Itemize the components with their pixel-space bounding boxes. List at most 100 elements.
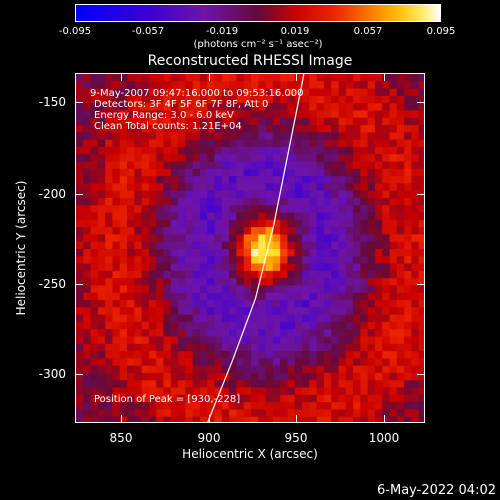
solar-limb-curve [207,74,305,422]
heatmap-cell [251,154,259,162]
heatmap-cell [178,409,186,418]
heatmap-cell [323,88,332,97]
heatmap-cell [229,227,237,235]
heatmap-cell [148,336,157,345]
heatmap-cell [141,263,150,272]
heatmap-cell [360,256,368,264]
heatmap-cell [404,154,412,162]
heatmap-cell [258,336,266,345]
heatmap-cell [360,372,368,381]
heatmap-cell [141,117,150,126]
heatmap-cell [236,321,245,330]
heatmap-cell [214,372,223,381]
heatmap-cell [148,351,157,359]
heatmap-cell [214,321,223,330]
heatmap-cell [148,402,157,410]
heatmap-cell [221,409,230,418]
heatmap-cell [345,358,354,366]
heatmap-cell [360,117,368,126]
heatmap-cell [156,241,164,250]
heatmap-cell [265,380,274,388]
heatmap-cell [156,81,164,89]
heatmap-cell [374,365,383,374]
heatmap-cell [192,219,201,228]
heatmap-cell [382,263,390,272]
heatmap-cell [221,321,230,330]
heatmap-cell [83,387,91,396]
heatmap-cell [199,358,208,366]
heatmap-cell [178,234,186,243]
heatmap-cell [127,227,135,235]
heatmap-cell [265,74,274,82]
heatmap-cell [374,321,383,330]
heatmap-cell [214,365,223,374]
heatmap-cell [323,351,332,359]
heatmap-cell [185,125,193,133]
heatmap-cell [272,168,281,177]
heatmap-cell [258,183,266,191]
heatmap-cell [163,154,172,162]
heatmap-cell [389,321,398,330]
heatmap-cell [83,132,91,140]
heatmap-cell [119,343,128,352]
heatmap-cell [367,358,376,366]
heatmap-cell [148,154,157,162]
heatmap-cell [345,81,354,89]
heatmap-cell [331,300,339,308]
heatmap-cell [345,161,354,170]
heatmap-cell [258,292,266,301]
axis-tick-mark [417,102,425,103]
heatmap-cell [192,343,201,352]
heatmap-cell [141,409,150,418]
heatmap-cell [367,402,376,410]
heatmap-cell [418,409,424,418]
heatmap-cell [345,139,354,148]
heatmap-cell [163,212,172,221]
heatmap-cell [192,336,201,345]
heatmap-cell [185,117,193,126]
heatmap-cell [148,132,157,140]
heatmap-cell [170,125,179,133]
heatmap-cell [338,190,347,199]
heatmap-cell [265,234,274,243]
heatmap-cell [389,365,398,374]
heatmap-cell [272,380,281,388]
heatmap-cell [105,351,113,359]
heatmap-cell [134,117,142,126]
heatmap-cell [192,365,201,374]
heatmap-cell [396,358,405,366]
heatmap-cell [134,95,142,104]
heatmap-cell [367,241,376,250]
heatmap-cell [119,285,128,294]
heatmap-cell [396,168,405,177]
heatmap-cell [272,241,281,250]
heatmap-cell [389,307,398,315]
heatmap-cell [265,241,274,250]
heatmap-cell [156,205,164,213]
heatmap-cell [192,132,201,140]
heatmap-cell [287,146,296,155]
heatmap-cell [338,329,347,337]
heatmap-cell [265,190,274,199]
heatmap-cell [76,380,84,388]
heatmap-cell [309,285,317,294]
heatmap-cell [367,205,376,213]
heatmap-cell [112,358,121,366]
heatmap-cell [229,256,237,264]
heatmap-cell [83,358,91,366]
y-tick-label: -250 [38,277,66,291]
heatmap-cell [192,372,201,381]
heatmap-cell [353,300,361,308]
heatmap-cell [287,81,296,89]
clean-counts-label: Clean Total counts: 1.21E+04 [94,121,242,132]
heatmap-cell [141,168,150,177]
heatmap-cell [331,372,339,381]
heatmap-cell [404,227,412,235]
heatmap-cell [309,409,317,418]
heatmap-cell [294,183,303,191]
heatmap-cell [404,110,412,119]
heatmap-cell [105,234,113,243]
heatmap-cell [148,139,157,148]
heatmap-cell [345,380,354,388]
y-tick-label: -300 [38,367,66,381]
